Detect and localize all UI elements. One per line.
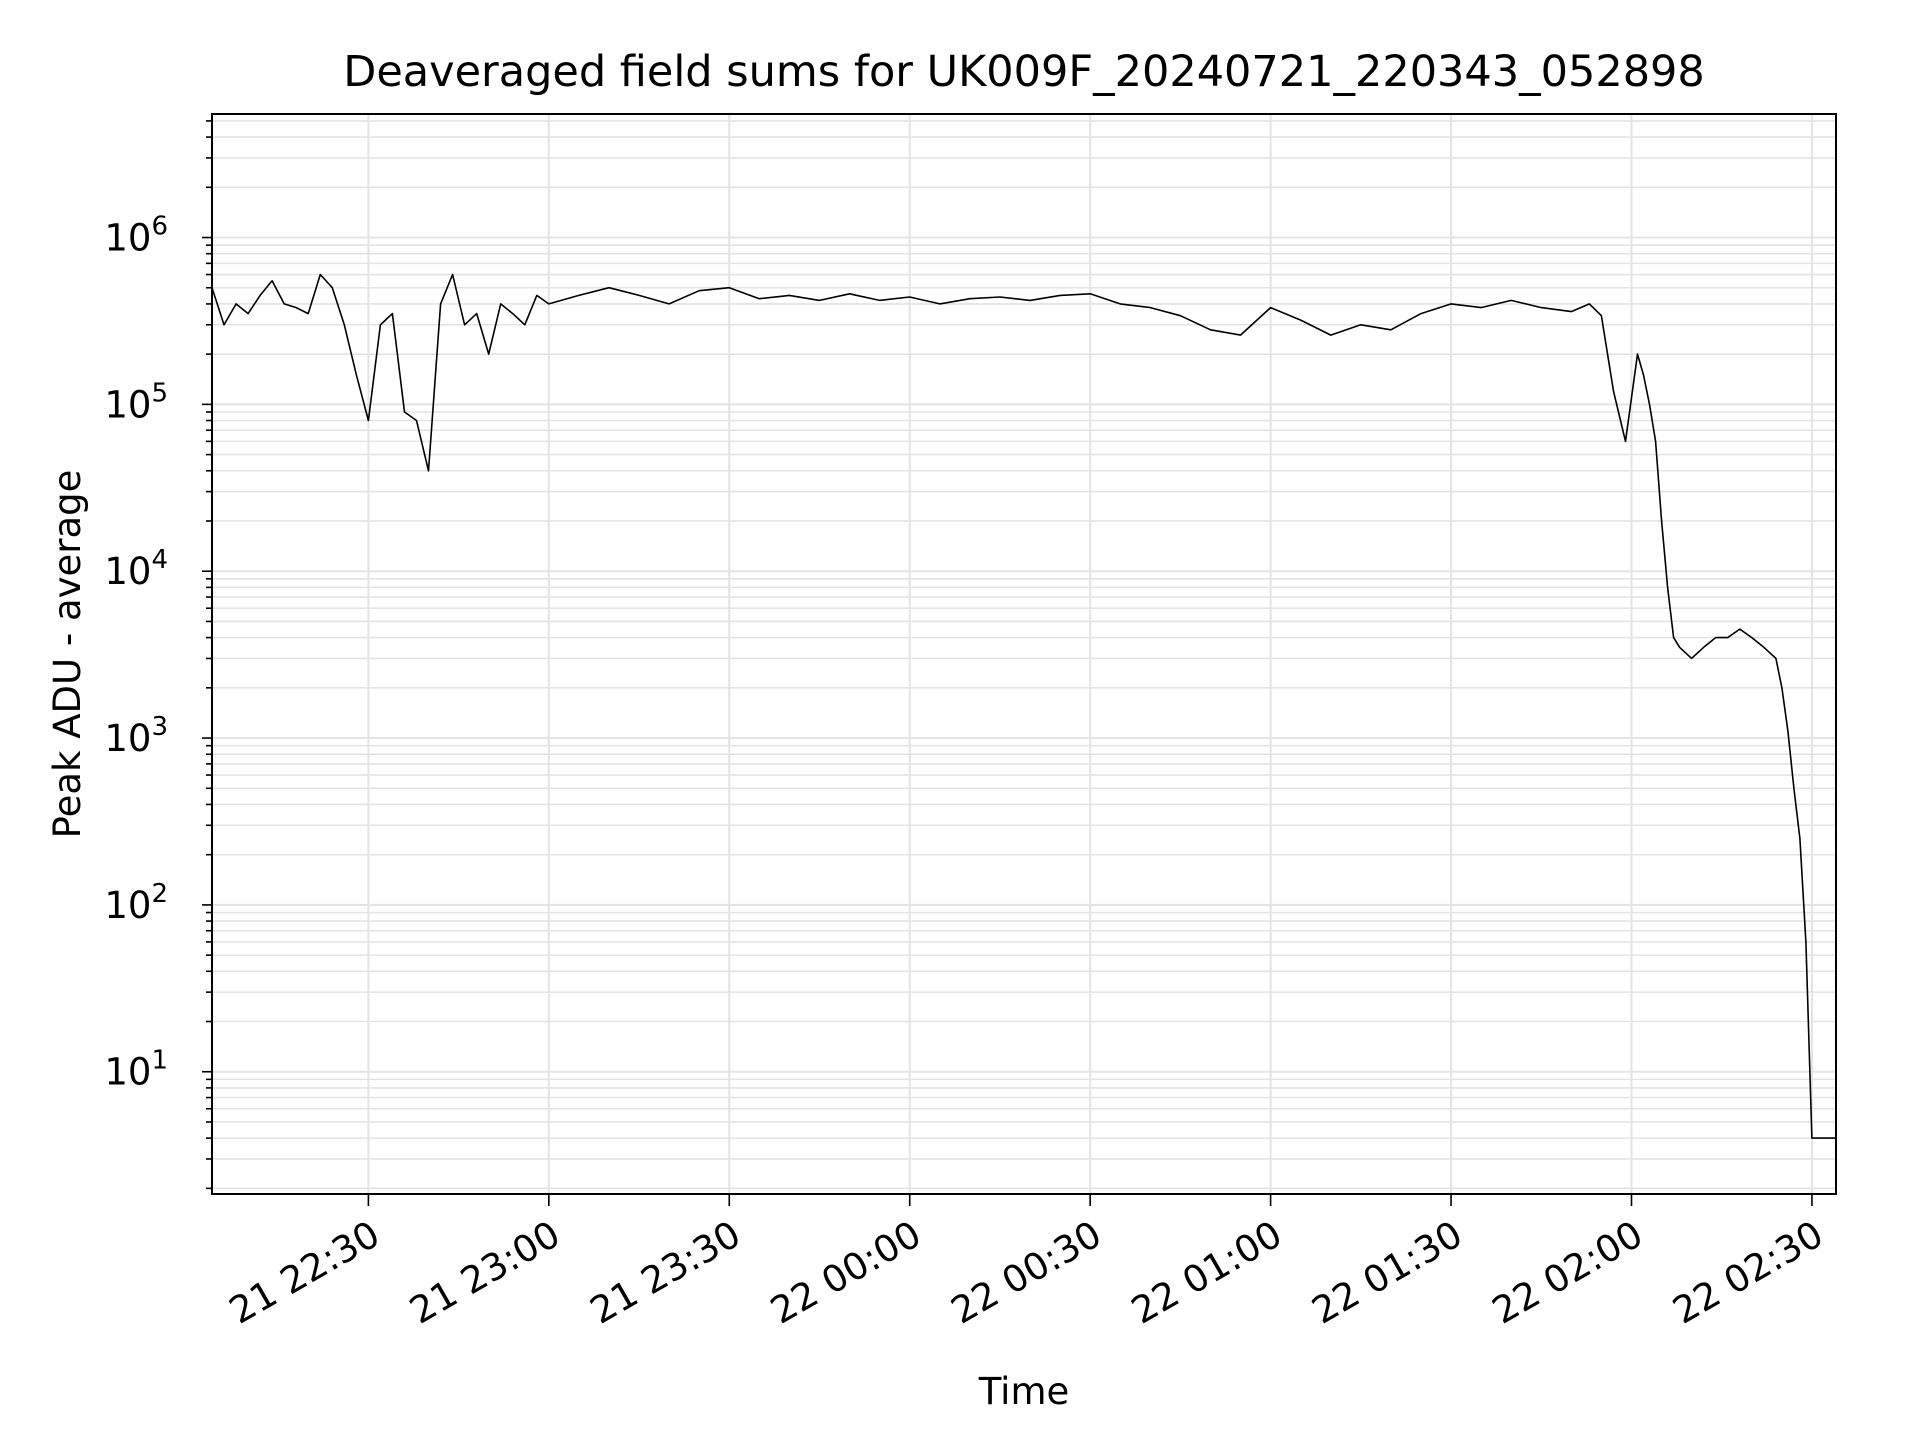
y-tick-label: 101	[104, 1046, 168, 1094]
y-tick-label-exponent: 1	[151, 1046, 168, 1076]
y-tick-label: 104	[104, 545, 168, 593]
y-tick-label: 103	[104, 712, 168, 760]
series-group	[211, 273, 1836, 1139]
y-tick-label-base: 10	[104, 550, 151, 593]
y-tick-label-exponent: 4	[151, 545, 168, 575]
y-tick-label-exponent: 5	[151, 378, 168, 408]
y-tick-label: 102	[104, 879, 168, 927]
plot-frame	[211, 113, 1837, 1195]
y-tick-label-exponent: 3	[151, 712, 168, 742]
series-line-0	[211, 273, 1836, 1139]
y-tick-label-base: 10	[104, 1051, 151, 1094]
y-tick-label-exponent: 6	[151, 212, 168, 242]
y-tick-label-base: 10	[104, 884, 151, 927]
y-tick-label: 105	[104, 378, 168, 426]
y-tick-label-base: 10	[104, 717, 151, 760]
y-tick-label-base: 10	[104, 383, 151, 426]
chart-title: Deaveraged field sums for UK009F_2024072…	[343, 47, 1705, 97]
grid-lines	[212, 114, 1836, 1194]
y-tick-label: 106	[104, 212, 168, 260]
y-tick-label-exponent: 2	[151, 879, 168, 909]
x-axis-label: Time	[978, 1370, 1070, 1413]
y-axis-label: Peak ADU - average	[46, 470, 89, 839]
y-tick-label-base: 10	[104, 217, 151, 260]
